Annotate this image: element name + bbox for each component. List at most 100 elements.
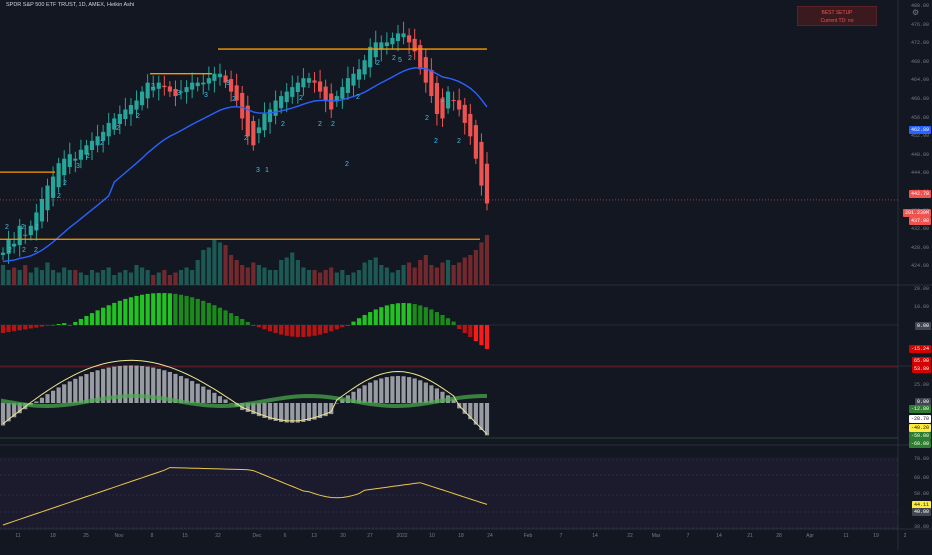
volume-bar	[323, 270, 328, 285]
osc1-histogram-bar	[184, 295, 189, 325]
osc1-histogram-bar	[267, 325, 273, 332]
time-axis-label: Apr	[806, 533, 814, 539]
osc2-histogram-bar	[273, 403, 278, 421]
volume-bar	[56, 272, 61, 285]
volume-bar	[34, 267, 39, 285]
volume-bar	[273, 270, 278, 285]
candle-body	[251, 121, 256, 146]
osc2-histogram-bar	[223, 399, 228, 403]
osc1-histogram-bar	[306, 325, 312, 337]
time-axis-label: 14	[716, 533, 722, 539]
osc2-signal-line	[2, 359, 488, 435]
volume-bar	[139, 267, 145, 285]
osc1-histogram-bar	[201, 300, 206, 325]
volume-bar	[151, 275, 156, 285]
candle-body	[206, 78, 211, 84]
volume-bar	[223, 245, 228, 285]
candle-body	[234, 85, 239, 101]
osc2-histogram-bar	[67, 381, 72, 403]
settings-icon[interactable]: ⚙	[912, 8, 920, 17]
rsi-axis-label: 50.00	[913, 491, 929, 497]
osc1-histogram-bar	[273, 325, 278, 334]
rsi-line	[2, 467, 488, 526]
osc2-histogram-bar	[145, 366, 150, 403]
osc2-histogram-bar	[407, 377, 412, 403]
volume-bar	[457, 262, 462, 285]
volume-bar	[312, 270, 317, 285]
candle-body	[434, 82, 440, 114]
volume-bar	[368, 260, 373, 285]
osc1-value-tag: -15.24	[908, 345, 931, 353]
rsi-value-tag: 44.11	[911, 501, 931, 509]
time-axis-label: 15	[182, 533, 188, 539]
td-count-digit: 2	[356, 94, 360, 101]
volume-bar	[62, 267, 67, 285]
candle-body	[484, 163, 490, 204]
td-count-digit: 2	[136, 113, 140, 120]
osc2-histogram-bar	[306, 403, 312, 421]
candle-body	[284, 91, 289, 103]
osc1-histogram-bar	[34, 325, 39, 328]
osc1-histogram-bar	[262, 325, 267, 330]
candle-body	[384, 42, 389, 47]
osc1-histogram-bar	[373, 309, 378, 325]
volume-bar	[407, 262, 412, 285]
candle-body	[151, 87, 156, 91]
candle-body	[301, 78, 306, 88]
price-axis-label: 448.00	[910, 151, 929, 158]
osc1-histogram-bar	[457, 325, 462, 329]
volume-bar	[128, 272, 134, 285]
volume-bar	[418, 260, 423, 285]
candle-body	[67, 154, 72, 167]
candle-body	[240, 92, 245, 119]
time-axis-label: 24	[487, 533, 493, 539]
osc1-histogram-bar	[89, 313, 95, 325]
osc2-histogram-bar	[318, 403, 323, 419]
osc1-histogram-bar	[323, 325, 328, 334]
osc2-histogram-bar	[440, 391, 445, 403]
candle-body	[73, 158, 78, 161]
volume-bar	[73, 270, 78, 285]
td-count-digit: 2	[457, 138, 461, 145]
osc1-histogram-bar	[50, 324, 56, 326]
osc1-histogram-bar	[479, 325, 484, 345]
time-axis-label: Nov	[114, 533, 124, 539]
candle-body	[117, 113, 122, 125]
td-count-digit: 3	[226, 80, 230, 87]
td-count-digit: 3	[256, 167, 260, 174]
symbol-title[interactable]: SPDR S&P 500 ETF TRUST, 1D, AMEX, Heikin…	[6, 2, 135, 8]
osc2-histogram-bar	[190, 380, 195, 403]
price-axis-label: 464.00	[910, 77, 929, 84]
volume-bar	[190, 270, 195, 285]
candle-body	[28, 225, 33, 236]
osc2-histogram-bar	[39, 397, 45, 403]
osc2-histogram-bar	[418, 380, 423, 403]
candle-body	[290, 87, 295, 97]
candle-body	[401, 33, 406, 38]
volume-bar	[262, 267, 267, 285]
td-count-digit: 2	[376, 60, 380, 67]
td-count-digit: 2	[434, 138, 438, 145]
osc2-histogram-bar	[128, 365, 134, 403]
osc2-histogram-bar	[73, 378, 78, 403]
osc1-histogram-bar	[240, 318, 245, 325]
osc2-histogram-bar	[217, 396, 223, 403]
candle-body	[473, 125, 478, 159]
volume-bar	[468, 255, 473, 285]
candle-body	[462, 104, 467, 123]
price-axis-label: 424.00	[910, 263, 929, 270]
osc2-histogram-bar	[62, 384, 67, 403]
osc2-histogram-bar	[334, 403, 339, 404]
candle-body	[479, 141, 484, 186]
volume-bar	[401, 265, 406, 285]
time-axis-label: 13	[311, 533, 317, 539]
alert-box: BEST SETUP Current TD: no	[797, 6, 877, 26]
volume-bar	[290, 252, 295, 285]
osc2-value-tag: 53.80	[911, 365, 931, 373]
volume-bar	[206, 247, 211, 285]
time-axis-label: 14	[592, 533, 598, 539]
volume-bar	[423, 255, 428, 285]
td-count-digit: 3	[177, 90, 181, 97]
volume-bar	[123, 270, 128, 285]
